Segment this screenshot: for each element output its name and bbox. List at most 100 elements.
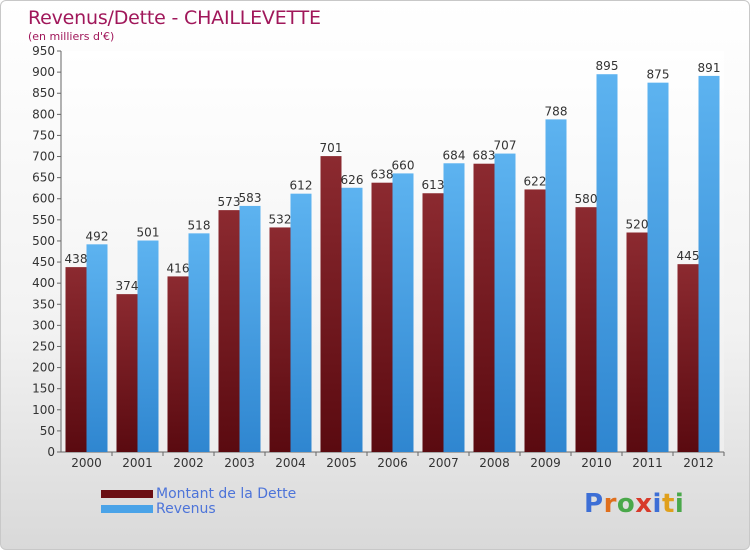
logo-letter: o [616,489,636,519]
data-label-revenus-2004: 612 [290,179,313,193]
x-tick-label: 2003 [224,456,255,470]
proxiti-logo: Proxiti [584,489,684,519]
data-label-dette-2006: 638 [371,168,394,182]
y-tick-label: 500 [32,234,55,248]
bar-revenus-2005 [341,187,363,453]
x-tick-label: 2002 [173,456,204,470]
y-tick-label: 400 [32,276,55,290]
data-label-revenus-2001: 501 [137,226,160,240]
legend-swatch-revenus [101,505,153,513]
x-tick-label: 2004 [275,456,306,470]
y-tick-label: 750 [32,128,55,142]
bar-dette-2012 [677,264,699,452]
data-label-dette-2011: 520 [626,218,649,232]
logo-letter: i [652,489,662,519]
y-tick-label: 800 [32,107,55,121]
y-tick-label: 200 [32,361,55,375]
data-label-revenus-2009: 788 [545,104,568,118]
data-label-revenus-2012: 891 [698,61,721,75]
y-tick-label: 350 [32,297,55,311]
data-label-revenus-2005: 626 [341,173,364,187]
logo-letter: t [661,489,675,519]
y-tick-label: 450 [32,255,55,269]
y-tick-label: 550 [32,213,55,227]
data-label-revenus-2010: 895 [596,59,619,73]
y-tick-label: 850 [32,86,55,100]
x-tick-label: 2012 [683,456,714,470]
bar-dette-2009 [524,189,546,452]
data-label-dette-2003: 573 [218,195,241,209]
data-label-dette-2010: 580 [575,192,598,206]
x-tick-label: 2006 [377,456,408,470]
data-label-revenus-2002: 518 [188,218,211,232]
chart-subtitle: (en milliers d'€) [28,30,115,43]
data-label-revenus-2011: 875 [647,68,670,82]
bar-dette-2000 [65,267,87,452]
bar-dette-2003 [218,210,240,452]
data-label-revenus-2007: 684 [443,148,466,162]
bar-revenus-2000 [86,244,108,452]
y-tick-label: 250 [32,339,55,353]
data-label-dette-2008: 683 [473,149,496,163]
bar-revenus-2008 [494,153,516,452]
bar-dette-2011 [626,232,648,452]
chart-title: Revenus/Dette - CHAILLEVETTE [28,7,321,29]
y-tick-label: 100 [32,403,55,417]
bar-dette-2010 [575,207,597,452]
bar-revenus-2003 [239,205,261,452]
bar-revenus-2004 [290,193,312,453]
data-label-dette-2007: 613 [422,178,445,192]
y-tick-label: 0 [47,445,55,459]
bar-revenus-2002 [188,233,210,452]
x-tick-label: 2011 [632,456,663,470]
bar-revenus-2012 [698,75,720,453]
y-tick-label: 150 [32,382,55,396]
bar-dette-2001 [116,294,138,452]
x-tick-label: 2010 [581,456,612,470]
y-tick-label: 600 [32,192,55,206]
data-label-dette-2004: 532 [269,212,292,226]
data-label-dette-2005: 701 [320,141,343,155]
bar-dette-2002 [167,276,189,452]
y-tick-label: 700 [32,150,55,164]
data-label-dette-2009: 622 [524,174,547,188]
logo-letter: x [635,489,653,519]
y-tick-label: 50 [40,424,55,438]
x-tick-label: 2009 [530,456,561,470]
x-tick-label: 2001 [122,456,153,470]
logo-letter: r [603,489,617,519]
bar-dette-2008 [473,163,495,453]
data-label-dette-2001: 374 [116,279,139,293]
data-label-revenus-2000: 492 [86,229,109,243]
x-tick-label: 2000 [71,456,102,470]
bar-revenus-2007 [443,163,465,452]
y-tick-label: 900 [32,65,55,79]
data-label-dette-2002: 416 [167,261,190,275]
x-tick-label: 2008 [479,456,510,470]
data-label-dette-2000: 438 [65,252,88,266]
bar-dette-2006 [371,182,393,452]
bar-revenus-2009 [545,119,567,453]
bar-dette-2004 [269,227,291,452]
logo-letter: i [674,489,685,519]
bar-dette-2005 [320,156,342,452]
bar-revenus-2011 [647,82,669,452]
data-label-revenus-2008: 707 [494,139,517,153]
bar-revenus-2006 [392,173,414,452]
legend-label-dette: Montant de la Dette [156,486,297,502]
legend-label-revenus: Revenus [156,501,216,517]
legend-swatch-dette [101,490,153,498]
x-tick-label: 2005 [326,456,357,470]
bar-revenus-2001 [137,240,159,452]
y-tick-label: 950 [32,44,55,58]
data-label-dette-2012: 445 [677,249,700,263]
bar-dette-2007 [422,193,444,452]
data-label-revenus-2006: 660 [392,158,415,172]
data-label-revenus-2003: 583 [239,191,262,205]
bar-revenus-2010 [596,74,618,452]
logo-letter: P [584,489,604,519]
y-tick-label: 300 [32,318,55,332]
y-tick-label: 650 [32,171,55,185]
